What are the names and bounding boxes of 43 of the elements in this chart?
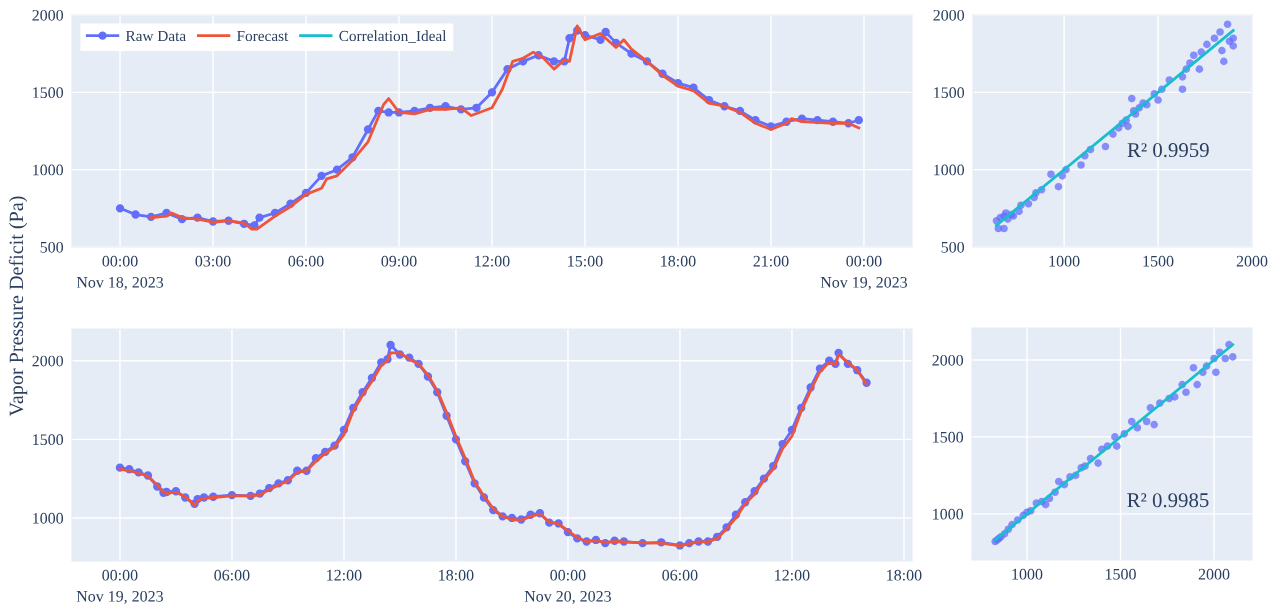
x-tick-label: 1500 xyxy=(1105,568,1136,580)
legend-label: Forecast xyxy=(237,30,289,42)
x-tick-label: 18:00 xyxy=(661,255,696,267)
x-tick-label: 21:00 xyxy=(753,255,789,267)
y-tick-label: 1000 xyxy=(33,512,64,524)
x-tick-label: 1000 xyxy=(1012,568,1043,580)
x-tick-label: 12:00 xyxy=(775,569,810,581)
y-tick-label: 1500 xyxy=(33,87,64,99)
x-tick-label: 12:00 xyxy=(475,255,510,267)
x-tick-label: 09:00 xyxy=(381,255,417,267)
annotation: R² 0.9959 xyxy=(1127,143,1209,158)
y-tick-label: 1500 xyxy=(934,87,965,99)
annotation: R² 0.9985 xyxy=(1127,493,1209,508)
y-tick-label: 1000 xyxy=(934,164,965,176)
x-tick-label: 2000 xyxy=(1198,568,1230,580)
x-tick-label: 2000 xyxy=(1236,255,1268,267)
y-tick-label: 500 xyxy=(941,241,965,253)
x-tick-label: 06:00 xyxy=(288,255,324,267)
y-tick-label: 1500 xyxy=(33,434,64,446)
x-tick-label: 15:00 xyxy=(568,255,603,267)
y-tick-label: 1000 xyxy=(933,508,964,520)
y-axis-title: Vapor Pressure Deficit (Pa) xyxy=(8,196,28,417)
legend-label: Raw Data xyxy=(125,30,186,42)
y-tick-label: 1000 xyxy=(33,164,64,176)
x-tick-label: 18:00 xyxy=(439,569,474,581)
x-tick-label: 06:00 xyxy=(662,569,698,581)
legend-label: Correlation_Ideal xyxy=(339,30,447,43)
x-tick-label: 12:00 xyxy=(327,569,362,581)
y-tick-label: 1500 xyxy=(933,431,964,443)
x-tick-label: 1000 xyxy=(1049,255,1080,267)
x-tick-label: 18:00 xyxy=(887,569,922,581)
y-tick-label: 2000 xyxy=(32,355,64,367)
y-tick-label: 2000 xyxy=(932,354,964,366)
x-tick-label: 00:00 Nov 20, 2023 xyxy=(524,569,611,605)
x-tick-label: 00:00 Nov 18, 2023 xyxy=(76,255,164,291)
x-tick-label: 1500 xyxy=(1143,255,1174,267)
x-tick-label: 00:00 Nov 19, 2023 xyxy=(820,255,908,291)
x-tick-label: 00:00 Nov 19, 2023 xyxy=(76,569,163,605)
y-tick-label: 500 xyxy=(40,241,64,253)
x-tick-label: 03:00 xyxy=(195,255,231,267)
x-tick-label: 06:00 xyxy=(214,569,250,581)
y-tick-label: 2000 xyxy=(32,9,64,21)
y-tick-label: 2000 xyxy=(933,9,965,21)
